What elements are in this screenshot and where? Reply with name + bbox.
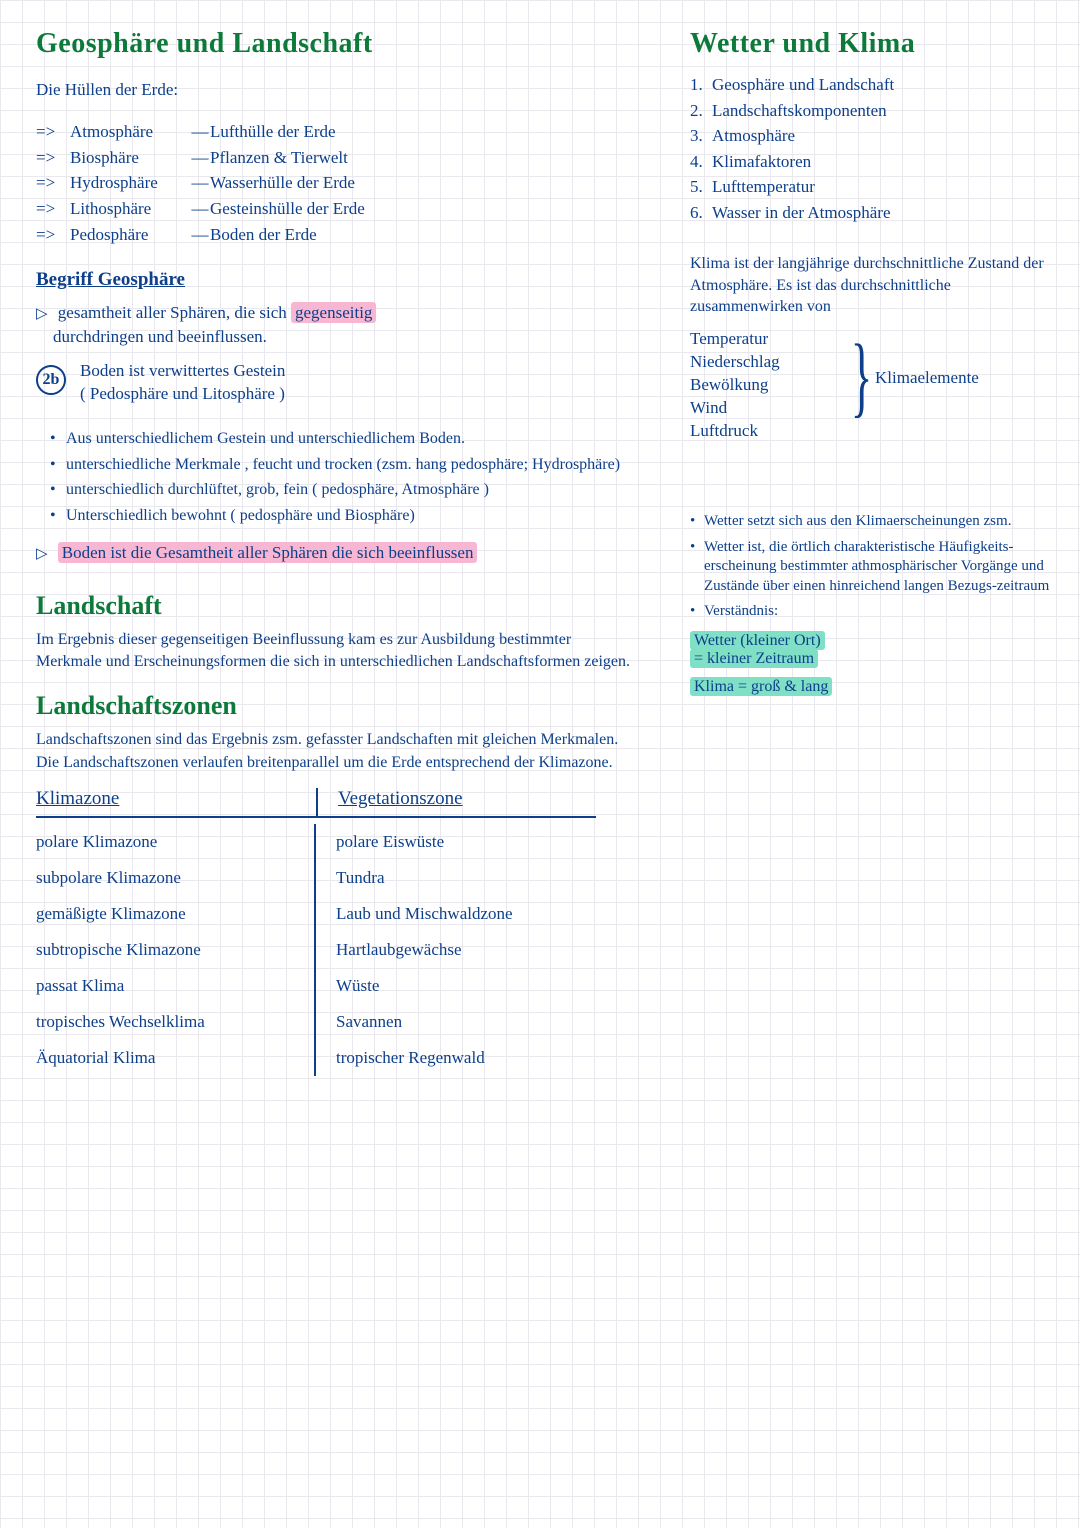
- table-row: polare Klimazone: [36, 824, 314, 860]
- arrow-icon: =>: [36, 120, 70, 144]
- klimaelemente-label: Klimaelemente: [875, 368, 979, 388]
- table-head-klimazone: Klimazone: [36, 788, 316, 816]
- sphere-name: Atmosphäre: [70, 120, 190, 144]
- table-row: gemäßigte Klimazone: [36, 896, 314, 932]
- left-column: Geosphäre und Landschaft Die Hüllen der …: [36, 28, 636, 1076]
- spheres-list: =>Atmosphäre—Lufthülle der Erde =>Biosph…: [36, 120, 636, 247]
- list-item: 4.Klimafaktoren: [690, 149, 1050, 175]
- landschaft-title: Landschaft: [36, 591, 636, 621]
- klimaelemente-block: Temperatur Niederschlag Bewölkung Wind L…: [690, 328, 1050, 443]
- triangle-icon: ▷: [36, 546, 48, 562]
- table-row: Wüste: [336, 968, 596, 1004]
- geo-definition: ▷ gesamtheit aller Sphären, die sich geg…: [36, 301, 636, 349]
- list-item: Aus unterschiedlichem Gestein und unters…: [50, 428, 636, 450]
- table-row: Savannen: [336, 1004, 596, 1040]
- element-item: Bewölkung: [690, 374, 780, 397]
- klima-definition: Klima ist der langjährige durchschnittli…: [690, 253, 1050, 318]
- list-item: Unterschiedlich bewohnt ( pedosphäre und…: [50, 505, 636, 527]
- brace-icon: }: [851, 332, 873, 422]
- triangle-icon: ▷: [36, 306, 48, 322]
- element-item: Luftdruck: [690, 420, 780, 443]
- table-row: subpolare Klimazone: [36, 860, 314, 896]
- wetter-bullets: Wetter setzt sich aus den Klimaerscheinu…: [690, 512, 1050, 622]
- element-item: Niederschlag: [690, 351, 780, 374]
- right-column: Wetter und Klima 1.Geosphäre und Landsch…: [690, 28, 1050, 696]
- highlight-green: Klima = groß & lang: [690, 677, 832, 696]
- list-item: 6.Wasser in der Atmosphäre: [690, 200, 1050, 226]
- topic-list: 1.Geosphäre und Landschaft 2.Landschafts…: [690, 72, 1050, 225]
- wetter-highlight: Wetter (kleiner Ort) = kleiner Zeitraum: [690, 632, 1050, 668]
- zonen-text: Landschaftszonen sind das Ergebnis zsm. …: [36, 729, 636, 774]
- table-row: passat Klima: [36, 968, 314, 1004]
- page: Geosphäre und Landschaft Die Hüllen der …: [0, 0, 1080, 1528]
- table-row: polare Eiswüste: [336, 824, 596, 860]
- zone-table: Klimazone Vegetationszone polare Klimazo…: [36, 788, 636, 1076]
- element-item: Wind: [690, 397, 780, 420]
- klima-highlight: Klima = groß & lang: [690, 678, 1050, 696]
- sphere-desc: Lufthülle der Erde: [210, 122, 336, 141]
- table-divider: [36, 816, 596, 818]
- circle-number-icon: 2b: [36, 365, 66, 395]
- begriff-heading: Begriff Geosphäre: [36, 269, 636, 291]
- spheres-intro: Die Hüllen der Erde:: [36, 78, 636, 102]
- table-row: subtropische Klimazone: [36, 932, 314, 968]
- element-item: Temperatur: [690, 328, 780, 351]
- list-item: Wetter ist, die örtlich charakteristisch…: [690, 538, 1050, 597]
- list-item: Verständnis:: [690, 602, 1050, 622]
- table-row: Äquatorial Klima: [36, 1040, 314, 1076]
- title-wetter: Wetter und Klima: [690, 28, 1050, 60]
- list-item: Wetter setzt sich aus den Klimaerscheinu…: [690, 512, 1050, 532]
- highlight-green: = kleiner Zeitraum: [690, 649, 818, 668]
- table-row: tropisches Wechselklima: [36, 1004, 314, 1040]
- table-row: Hartlaubgewächse: [336, 932, 596, 968]
- list-item: 1.Geosphäre und Landschaft: [690, 72, 1050, 98]
- circled-note: 2b Boden ist verwittertes Gestein ( Pedo…: [36, 359, 636, 407]
- highlight-pink: gegenseitig: [291, 302, 376, 323]
- table-row: tropischer Regenwald: [336, 1040, 596, 1076]
- boden-summary: ▷ Boden ist die Gesamtheit aller Sphären…: [36, 541, 636, 565]
- title-geosphere: Geosphäre und Landschaft: [36, 28, 636, 60]
- highlight-pink: Boden ist die Gesamtheit aller Sphären d…: [58, 542, 478, 563]
- table-head-vegetation: Vegetationszone: [316, 788, 596, 816]
- list-item: 2.Landschaftskomponenten: [690, 98, 1050, 124]
- table-row: Tundra: [336, 860, 596, 896]
- landschaft-text: Im Ergebnis dieser gegenseitigen Beeinfl…: [36, 629, 636, 674]
- list-item: 3.Atmosphäre: [690, 123, 1050, 149]
- highlight-green: Wetter (kleiner Ort): [690, 631, 825, 650]
- list-item: unterschiedlich durchlüftet, grob, fein …: [50, 479, 636, 501]
- list-item: unterschiedliche Merkmale , feucht und t…: [50, 454, 636, 476]
- table-row: Laub und Mischwaldzone: [336, 896, 596, 932]
- boden-bullets: Aus unterschiedlichem Gestein und unters…: [36, 428, 636, 526]
- zonen-title: Landschaftszonen: [36, 691, 636, 721]
- list-item: 5.Lufttemperatur: [690, 174, 1050, 200]
